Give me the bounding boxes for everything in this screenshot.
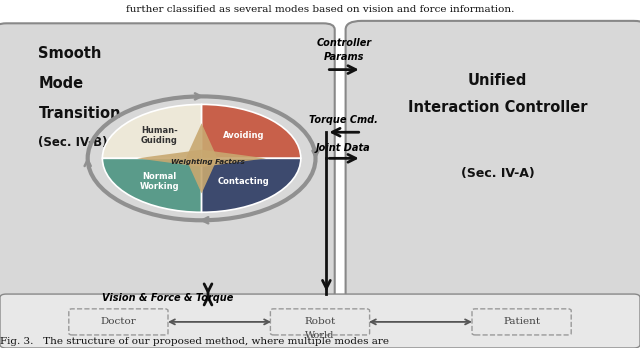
Text: Controller: Controller: [317, 39, 372, 48]
Polygon shape: [202, 150, 266, 167]
Text: Weighting Factors: Weighting Factors: [171, 159, 245, 165]
Wedge shape: [202, 104, 301, 158]
Text: Doctor: Doctor: [100, 317, 136, 326]
Text: Human-
Guiding: Human- Guiding: [141, 126, 178, 145]
Text: Unified: Unified: [468, 72, 527, 88]
Polygon shape: [186, 123, 218, 158]
Text: Params: Params: [324, 53, 365, 62]
Text: Smooth: Smooth: [38, 46, 102, 62]
Text: Transition: Transition: [38, 105, 121, 121]
Text: (Sec. IV-A): (Sec. IV-A): [461, 167, 534, 181]
Text: World: World: [305, 331, 335, 340]
Text: Robot: Robot: [305, 317, 335, 326]
Wedge shape: [202, 158, 301, 212]
FancyBboxPatch shape: [346, 21, 640, 303]
Text: Joint Data: Joint Data: [316, 143, 371, 153]
Text: Normal
Working: Normal Working: [140, 172, 179, 191]
FancyBboxPatch shape: [0, 23, 335, 300]
Text: Interaction Controller: Interaction Controller: [408, 100, 588, 116]
Text: Vision & Force & Torque: Vision & Force & Torque: [102, 293, 234, 302]
Polygon shape: [137, 150, 202, 167]
Text: further classified as several modes based on vision and force information.: further classified as several modes base…: [126, 5, 514, 14]
Text: Patient: Patient: [503, 317, 540, 326]
Text: Fig. 3.   The structure of our proposed method, where multiple modes are: Fig. 3. The structure of our proposed me…: [0, 337, 389, 346]
Text: (Sec. IV-B): (Sec. IV-B): [38, 136, 108, 149]
FancyBboxPatch shape: [472, 309, 571, 335]
Text: Avoiding: Avoiding: [223, 131, 264, 140]
Text: Mode: Mode: [38, 76, 84, 91]
FancyBboxPatch shape: [69, 309, 168, 335]
FancyBboxPatch shape: [270, 309, 370, 335]
Wedge shape: [102, 104, 202, 158]
Text: Contacting: Contacting: [218, 177, 269, 186]
Wedge shape: [102, 158, 202, 212]
FancyBboxPatch shape: [0, 294, 640, 348]
Polygon shape: [186, 158, 218, 193]
Text: Torque Cmd.: Torque Cmd.: [308, 115, 378, 125]
